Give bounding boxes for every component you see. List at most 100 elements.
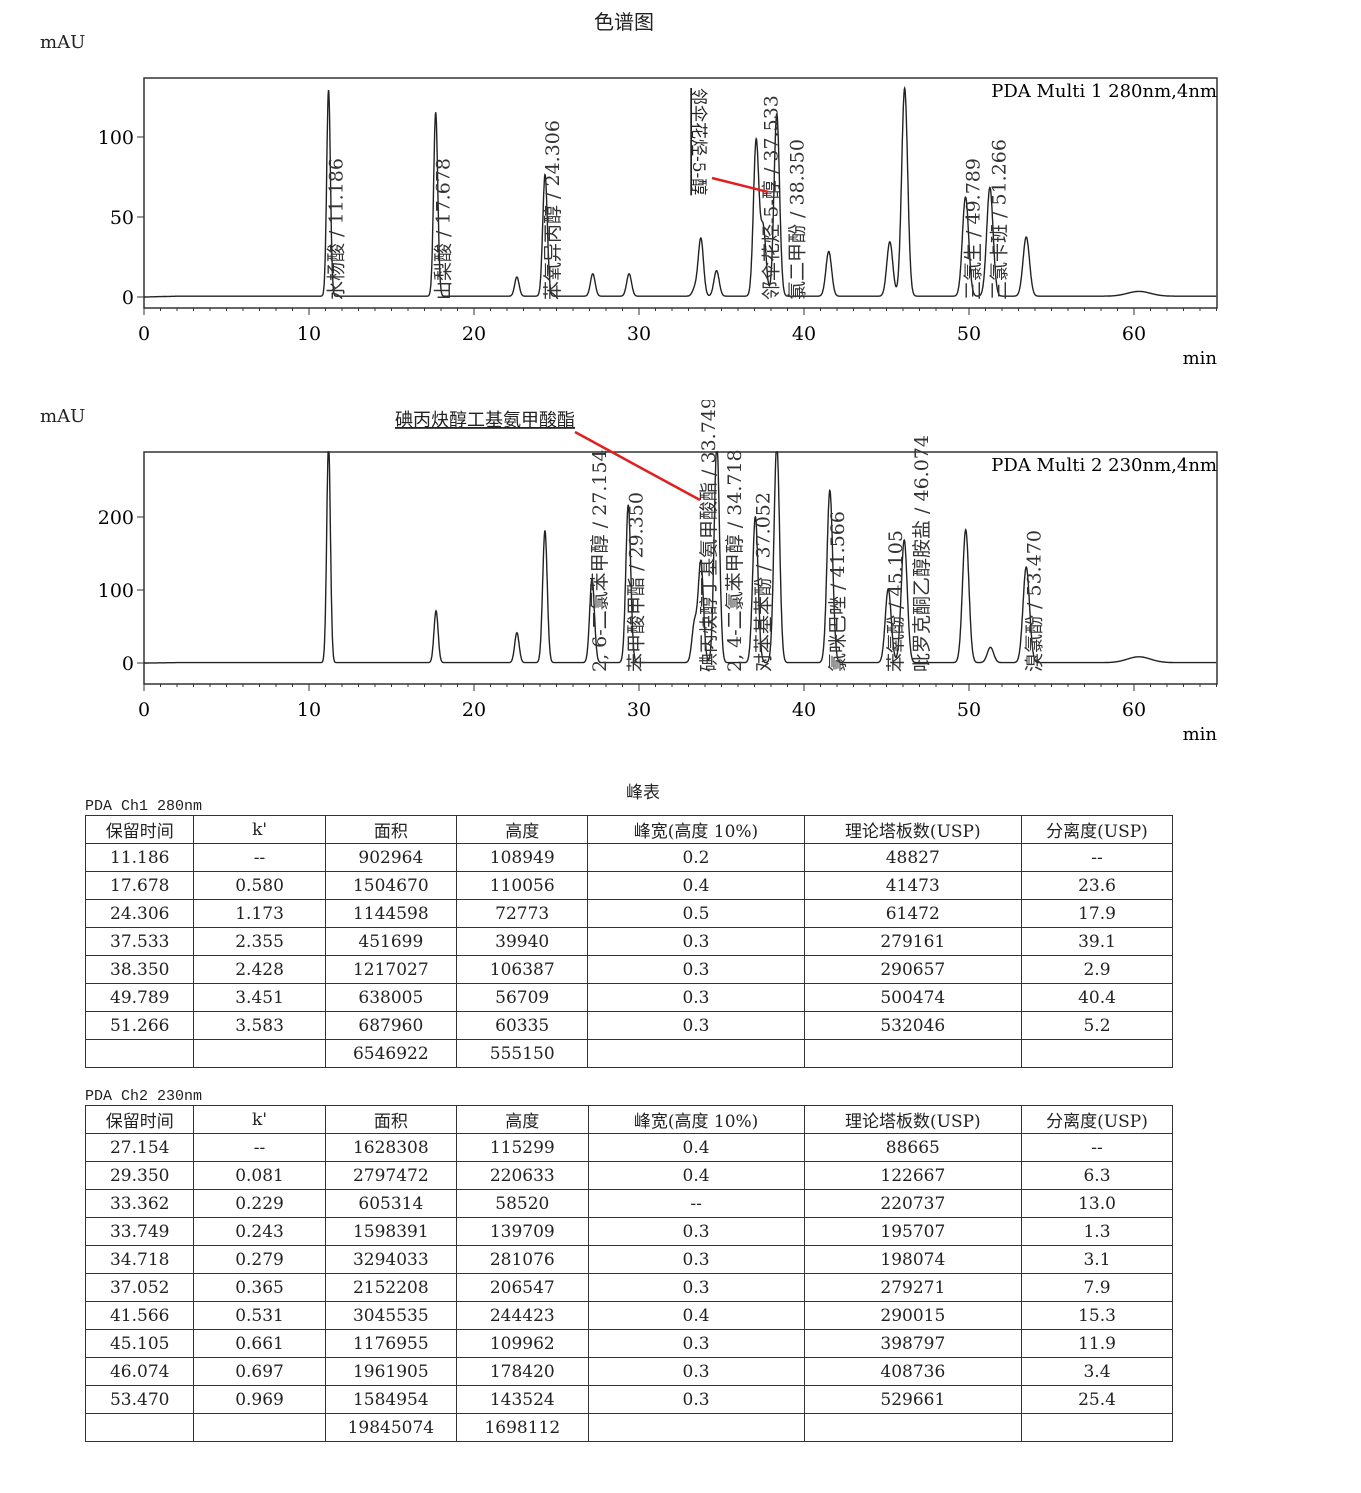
table-cell: 0.4 [587, 1161, 805, 1190]
column-header: 面积 [324, 1105, 458, 1134]
x-tick-label: 60 [1122, 323, 1146, 345]
x-tick-label: 30 [627, 323, 651, 345]
x-tick-label: 40 [792, 323, 816, 345]
annotation-arrow [574, 430, 701, 502]
table-cell: 11.9 [1021, 1329, 1173, 1358]
table-cell: 279271 [803, 1273, 1023, 1302]
table-cell: 0.661 [193, 1329, 326, 1358]
table-cell: 37.052 [84, 1273, 195, 1302]
table-cell: 0.969 [193, 1385, 326, 1414]
table-cell: 0.697 [193, 1357, 326, 1386]
table-cell: 15.3 [1021, 1301, 1173, 1330]
table-cell: 2.355 [193, 927, 326, 956]
table-cell: 0.5 [587, 899, 805, 928]
x-tick-label: 40 [792, 699, 816, 721]
x-tick-label: 0 [138, 323, 150, 345]
table-cell: 3.583 [193, 1011, 326, 1040]
annotation-label: 邻伞花烃-5-醇 [688, 88, 708, 195]
table-cell: 1144598 [324, 899, 458, 928]
table-cell [193, 1039, 326, 1068]
table-row: 27.154 -- 1628308 115299 0.4 88665 -- [84, 1133, 1173, 1162]
table-cell: 39.1 [1020, 927, 1174, 956]
table-header-row: 保留时间 k' 面积 高度 峰宽(高度 10%) 理论塔板数(USP) 分离度(USP) [84, 815, 1174, 844]
table-cell: 115299 [456, 1133, 589, 1162]
peak-label: 2, 6-二氯苯甲醇 / 27.154 [589, 449, 611, 672]
peak-table-ch1: 保留时间 k' 面积 高度 峰宽(高度 10%) 理论塔板数(USP) 分离度(USP) 11… [84, 815, 1174, 1068]
table-cell: 1217027 [324, 955, 458, 984]
table-cell: 61472 [803, 899, 1022, 928]
column-header: 峰宽(高度 10%) [587, 815, 805, 844]
x-axis-label: min [1183, 724, 1218, 745]
table-cell: 532046 [803, 1011, 1022, 1040]
annotation-arrow [711, 176, 769, 194]
peak-table-title: 峰表 [626, 783, 660, 803]
table-cell: 11.186 [84, 843, 195, 872]
peak-label: 苯甲酸甲酯 / 29.350 [625, 492, 647, 672]
chromatogram-trace [144, 451, 1217, 664]
table-cell: 281076 [456, 1245, 589, 1274]
peak-label: 氯咪巴唑 / 41.566 [827, 511, 849, 672]
table-cell: 0.081 [193, 1161, 326, 1190]
table-row: 29.350 0.081 2797472 220633 0.4 122667 6.3 [84, 1161, 1173, 1190]
column-header: 保留时间 [84, 815, 195, 844]
y-tick-label: 200 [98, 507, 134, 529]
table-cell: 38.350 [84, 955, 195, 984]
table-cell: 2152208 [324, 1273, 458, 1302]
column-header: 保留时间 [84, 1105, 195, 1134]
table-cell: 0.4 [587, 1133, 805, 1162]
table-cell [803, 1413, 1023, 1442]
table-cell: 0.531 [193, 1301, 326, 1330]
table-cell: 2.428 [193, 955, 326, 984]
column-header: 分离度(USP) [1020, 815, 1174, 844]
table-cell: 0.3 [587, 1385, 805, 1414]
x-tick-label: 0 [138, 699, 150, 721]
table-cell: 195707 [803, 1217, 1023, 1246]
y-tick-label: 100 [98, 580, 134, 602]
table-cell: 451699 [324, 927, 458, 956]
x-tick-label: 50 [957, 323, 981, 345]
table-cell: 290015 [803, 1301, 1023, 1330]
table-cell: 6546922 [324, 1039, 458, 1068]
table-cell: 0.243 [193, 1217, 326, 1246]
table-row: 41.566 0.531 3045535 244423 0.4 290015 15.3 [84, 1301, 1173, 1330]
table-cell: 687960 [324, 1011, 458, 1040]
table-cell: 53.470 [84, 1385, 195, 1414]
table-cell: 0.279 [193, 1245, 326, 1274]
column-header: 高度 [456, 1105, 589, 1134]
table-cell: 41473 [803, 871, 1022, 900]
chromatogram-230nm: 0 10 20 30 40 50 60 0 100 200 min PDA Multi 2 230nm… [98, 400, 1218, 745]
x-tick-label: 20 [462, 699, 486, 721]
table-cell: 45.105 [84, 1329, 195, 1358]
table-cell: 33.749 [84, 1217, 195, 1246]
x-tick-label: 10 [297, 323, 321, 345]
table-cell: 206547 [456, 1273, 589, 1302]
table-row: 37.052 0.365 2152208 206547 0.3 279271 7.9 [84, 1273, 1173, 1302]
table-cell: -- [587, 1189, 805, 1218]
table-cell [84, 1413, 195, 1442]
table-cell: 1584954 [324, 1385, 458, 1414]
table-cell: 638005 [324, 983, 458, 1012]
table-cell: 1176955 [324, 1329, 458, 1358]
table-cell: 0.3 [587, 1273, 805, 1302]
table-cell: 25.4 [1021, 1385, 1173, 1414]
table-cell: 37.533 [84, 927, 195, 956]
table-cell: 178420 [456, 1357, 589, 1386]
table-cell [587, 1413, 805, 1442]
table-cell: -- [1020, 843, 1174, 872]
table-cell: 49.789 [84, 983, 195, 1012]
table-cell [587, 1039, 805, 1068]
table-cell [193, 1413, 326, 1442]
table-cell: 51.266 [84, 1011, 195, 1040]
table-cell: 60335 [456, 1011, 589, 1040]
table-cell: 27.154 [84, 1133, 195, 1162]
x-tick-label: 30 [627, 699, 651, 721]
table-cell: 2.9 [1020, 955, 1174, 984]
table-cell: 143524 [456, 1385, 589, 1414]
table-cell: 88665 [803, 1133, 1023, 1162]
x-tick-label: 60 [1122, 699, 1146, 721]
table-row: 46.074 0.697 1961905 178420 0.3 408736 3.4 [84, 1357, 1173, 1386]
table-cell: 0.3 [587, 983, 805, 1012]
table-cell: 555150 [456, 1039, 589, 1068]
table-cell: 0.3 [587, 1011, 805, 1040]
